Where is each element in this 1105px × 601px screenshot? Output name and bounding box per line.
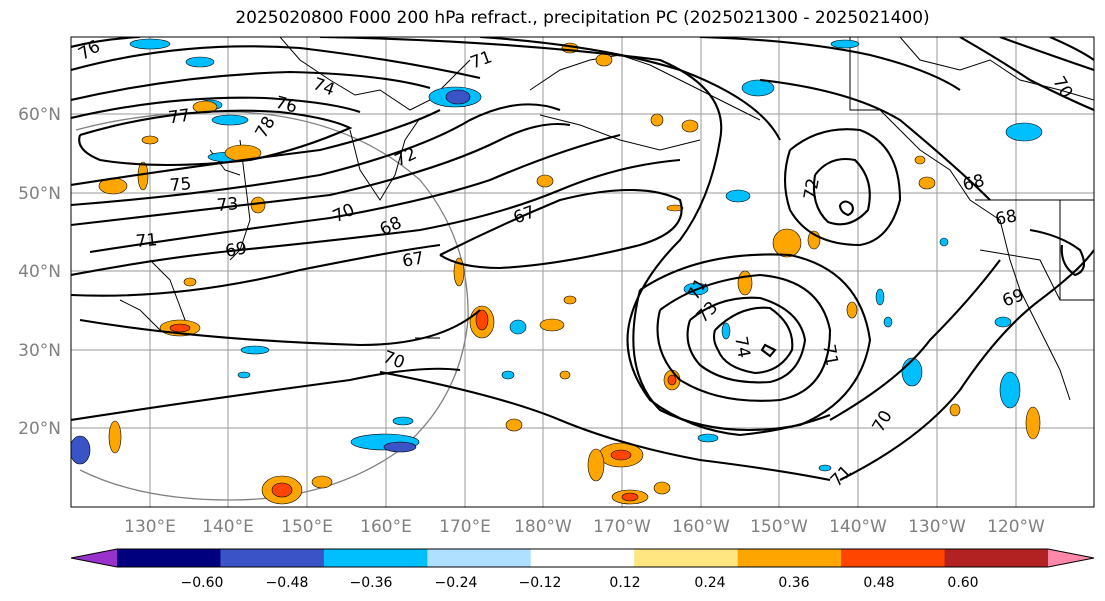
- colorbar-tick-label: 0.60: [947, 575, 978, 591]
- lat-label: 50°N: [18, 184, 61, 204]
- colorbar-tick-label: −0.24: [435, 575, 478, 591]
- colorbar-segment: [323, 549, 428, 567]
- lon-label: 160°E: [360, 517, 412, 537]
- colorbar-segment: [220, 549, 325, 567]
- colorbar-tick-labels: −0.60 −0.48 −0.36 −0.24 −0.12 0.12 0.24 …: [181, 575, 979, 591]
- contour-label: 71: [135, 230, 158, 252]
- latitude-labels: 60°N 50°N 40°N 30°N 20°N: [18, 105, 61, 439]
- map-background: [71, 37, 1094, 507]
- colorbar-tick-label: 0.48: [863, 575, 894, 591]
- lon-label: 130°W: [908, 517, 966, 537]
- colorbar-segment: [737, 549, 842, 567]
- colorbar-segment: [117, 549, 221, 567]
- lon-label: 140°W: [829, 517, 887, 537]
- colorbar-tick-label: −0.48: [266, 575, 309, 591]
- lon-label: 150°W: [750, 517, 808, 537]
- contour-label: 75: [169, 174, 192, 196]
- lon-label: 170°W: [593, 517, 651, 537]
- lat-label: 30°N: [18, 341, 61, 361]
- colorbar-tick-label: −0.60: [181, 575, 224, 591]
- lat-label: 60°N: [18, 105, 61, 125]
- colorbar-tick-label: −0.36: [350, 575, 393, 591]
- colorbar-extend-high: [1048, 549, 1094, 567]
- lat-label: 40°N: [18, 262, 61, 282]
- longitude-labels: 130°E 140°E 150°E 160°E 170°E 180°W 170°…: [124, 517, 1045, 537]
- map-frame: [70, 36, 1095, 508]
- colorbar-segments: [71, 549, 1094, 567]
- lon-label: 180°W: [514, 517, 572, 537]
- colorbar-segment: [427, 549, 532, 567]
- lon-label: 140°E: [202, 517, 254, 537]
- lon-label: 130°E: [124, 517, 176, 537]
- contour-label: 68: [994, 206, 1019, 229]
- colorbar-tick-label: 0.36: [778, 575, 809, 591]
- lon-label: 150°E: [281, 517, 333, 537]
- colorbar-segment: [841, 549, 946, 567]
- map-title: 2025020800 F000 200 hPa refract., precip…: [235, 8, 930, 28]
- colorbar-tick-label: 0.12: [609, 575, 640, 591]
- lon-label: 170°E: [439, 517, 491, 537]
- colorbar-tick-label: −0.12: [519, 575, 562, 591]
- colorbar-tick-label: 0.24: [694, 575, 725, 591]
- colorbar-segment: [634, 549, 739, 567]
- contour-label: 77: [167, 106, 191, 129]
- lat-label: 20°N: [18, 419, 61, 439]
- map-panel: 76 71 74 76 77 78 72 75 73 70 71 69 68 6…: [70, 36, 1095, 508]
- graticule: [71, 37, 1094, 507]
- contour-label: 74: [730, 335, 753, 360]
- contour-label: 67: [401, 248, 426, 271]
- colorbar-extend-low: [71, 549, 117, 567]
- contour-lines: [71, 37, 1094, 482]
- precip-shading: [71, 38, 1043, 505]
- contour-label: 71: [818, 343, 841, 368]
- contour-label: 73: [216, 194, 239, 216]
- colorbar: −0.60 −0.48 −0.36 −0.24 −0.12 0.12 0.24 …: [70, 548, 1095, 591]
- contour-label: 72: [800, 177, 823, 202]
- lon-label: 160°W: [672, 517, 730, 537]
- colorbar-segment: [944, 549, 1049, 567]
- contour-label: 69: [224, 238, 249, 261]
- colorbar-segment: [530, 549, 635, 567]
- colorbar-outline: [70, 548, 1095, 568]
- lon-label: 120°W: [987, 517, 1045, 537]
